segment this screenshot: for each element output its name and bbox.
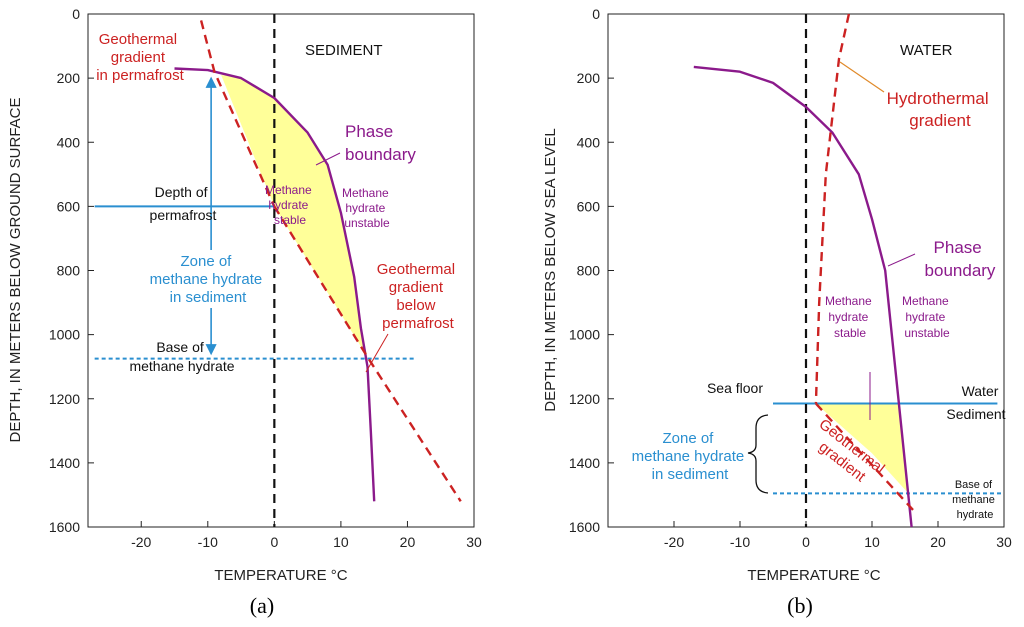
annotation-zone-methane-hydrate: Zone of methane hydrate in sediment <box>632 430 749 483</box>
phase-boundary-line <box>693 65 913 528</box>
y-tick-label: 400 <box>577 134 601 150</box>
stable-region <box>815 403 909 494</box>
annotation-depth-permafrost: Depth of permafrost <box>150 184 217 223</box>
annotation-phase-boundary: Phase boundary <box>345 122 416 164</box>
x-axis-label: TEMPERATURE °C <box>214 567 347 584</box>
stable-region-fill <box>815 403 909 494</box>
region-label-sediment: SEDIMENT <box>305 42 383 59</box>
annotation-zone-methane-hydrate: Zone of methane hydrate in sediment <box>150 253 267 306</box>
y-tick-label: 1400 <box>569 455 600 471</box>
x-tick-label: -10 <box>198 534 218 550</box>
y-axis-label: DEPTH, IN METERS BELOW SEA LEVEL <box>542 128 559 411</box>
region-label-water: WATER <box>900 42 953 59</box>
annotation-gradient-permafrost: Geothermal gradient in permafrost <box>96 31 184 84</box>
annotation-hydrate-unstable: Methane hydrate unstable <box>342 186 392 230</box>
stable-region <box>221 74 368 358</box>
annotation-water: Water <box>962 383 999 399</box>
annotation-hydrate-stable: Methane hydrate stable <box>825 294 875 340</box>
x-tick-label: 20 <box>400 534 416 550</box>
reference-lines <box>773 14 1004 527</box>
y-tick-label: 1600 <box>49 519 80 535</box>
y-tick-label: 200 <box>577 70 601 86</box>
y-tick-label: 1400 <box>49 455 80 471</box>
geothermal-gradient-line <box>815 402 918 516</box>
x-tick-label: 30 <box>996 534 1012 550</box>
x-tick-label: 0 <box>270 534 278 550</box>
x-tick-label: -20 <box>664 534 684 550</box>
stable-region-fill <box>221 74 368 358</box>
axis-ticks: -20 -10 0 10 20 30 0 200 400 600 800 1000 1200 1400 16… <box>569 6 1012 550</box>
hydrothermal-leader-line <box>839 61 885 93</box>
y-tick-label: 1000 <box>49 327 80 343</box>
annotation-base-methane-hydrate: Base of methane hydrate <box>129 339 234 374</box>
geothermal-gradient-below-permafrost-line <box>273 205 462 502</box>
x-tick-label: 0 <box>802 534 810 550</box>
y-tick-label: 1600 <box>569 519 600 535</box>
y-tick-label: 0 <box>72 6 80 22</box>
y-tick-label: 800 <box>57 263 81 279</box>
hydrothermal-gradient-line <box>814 13 851 404</box>
y-tick-label: 400 <box>57 134 81 150</box>
zone-brace <box>747 414 769 494</box>
x-tick-label: 30 <box>466 534 482 550</box>
y-tick-label: 800 <box>577 263 601 279</box>
gradient-below-leader-line <box>365 333 389 373</box>
annotation-phase-boundary: Phase boundary <box>925 238 996 280</box>
annotation-hydrothermal-gradient: Hydrothermal gradient <box>887 89 994 130</box>
y-axis-label: DEPTH, IN METERS BELOW GROUND SURFACE <box>7 97 24 442</box>
x-tick-label: -10 <box>730 534 750 550</box>
y-tick-label: 1200 <box>569 391 600 407</box>
series-group <box>174 20 462 502</box>
annotation-sea-floor: Sea floor <box>707 380 763 396</box>
x-tick-label: -20 <box>131 534 151 550</box>
phase-boundary-line <box>174 67 376 502</box>
zone-label-backdrop <box>155 250 263 308</box>
y-tick-label: 0 <box>592 6 600 22</box>
geothermal-gradient-in-permafrost-line <box>199 20 276 207</box>
reference-lines <box>94 14 415 527</box>
y-tick-label: 600 <box>57 198 81 214</box>
annotation-base-methane-hydrate: Base of methane hydrate <box>952 479 998 521</box>
annotation-sediment: Sediment <box>946 406 1005 422</box>
annotation-hydrate-unstable: Methane hydrate unstable <box>902 294 952 340</box>
y-tick-label: 1200 <box>49 391 80 407</box>
annotation-gradient-below-permafrost: Geothermal gradient below permafrost <box>377 261 460 332</box>
panel-b: -20 -10 0 10 20 30 0 200 400 600 800 1000 1200 1400 16… <box>542 6 1012 618</box>
panel-label-a: (a) <box>250 593 274 618</box>
panel-a: -20 -10 0 10 20 30 0 200 400 600 800 1000 1200 1400 16… <box>7 6 482 618</box>
phase-leader-line <box>887 253 916 267</box>
zone-arrow <box>155 76 263 356</box>
phase-leader-line <box>315 152 341 166</box>
panel-label-b: (b) <box>787 593 813 618</box>
annotation-hydrate-stable: Methane hydrate stable <box>265 183 315 227</box>
axis-ticks: -20 -10 0 10 20 30 0 200 400 600 800 1000 1200 1400 16… <box>49 6 482 550</box>
y-tick-label: 1000 <box>569 327 600 343</box>
x-tick-label: 10 <box>864 534 880 550</box>
x-tick-label: 10 <box>333 534 349 550</box>
x-tick-label: 20 <box>930 534 946 550</box>
series-group <box>693 13 918 528</box>
y-tick-label: 600 <box>577 198 601 214</box>
y-tick-label: 200 <box>57 70 81 86</box>
x-axis-label: TEMPERATURE °C <box>747 567 880 584</box>
